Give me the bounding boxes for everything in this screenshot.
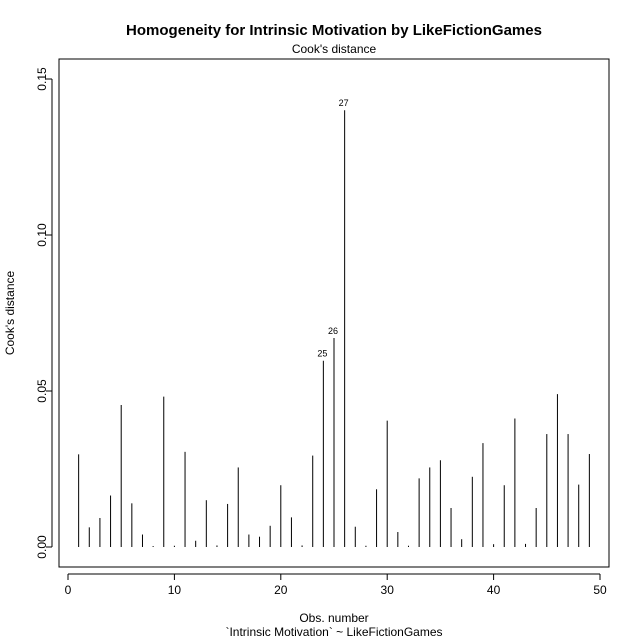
x-axis-label: Obs. number xyxy=(299,611,368,625)
point-label: 27 xyxy=(339,98,349,108)
x-tick-label: 20 xyxy=(274,583,288,597)
x-tick-label: 40 xyxy=(487,583,501,597)
chart-title: Homogeneity for Intrinsic Motivation by … xyxy=(126,22,542,39)
chart-subtitle: Cook's distance xyxy=(292,42,377,56)
point-label: 26 xyxy=(328,326,338,336)
y-tick-label: 0.15 xyxy=(35,67,49,91)
x-tick-label: 10 xyxy=(168,583,182,597)
y-axis-label: Cook's distance xyxy=(3,271,17,356)
point-label: 25 xyxy=(317,349,327,359)
x-tick-label: 30 xyxy=(381,583,395,597)
y-tick-label: 0.05 xyxy=(35,379,49,403)
y-tick-label: 0.10 xyxy=(35,223,49,247)
x-tick-label: 0 xyxy=(65,583,72,597)
x-axis-secondary-label: `Intrinsic Motivation` ~ LikeFictionGame… xyxy=(225,625,442,639)
x-tick-label: 50 xyxy=(593,583,607,597)
y-tick-label: 0.00 xyxy=(35,535,49,559)
